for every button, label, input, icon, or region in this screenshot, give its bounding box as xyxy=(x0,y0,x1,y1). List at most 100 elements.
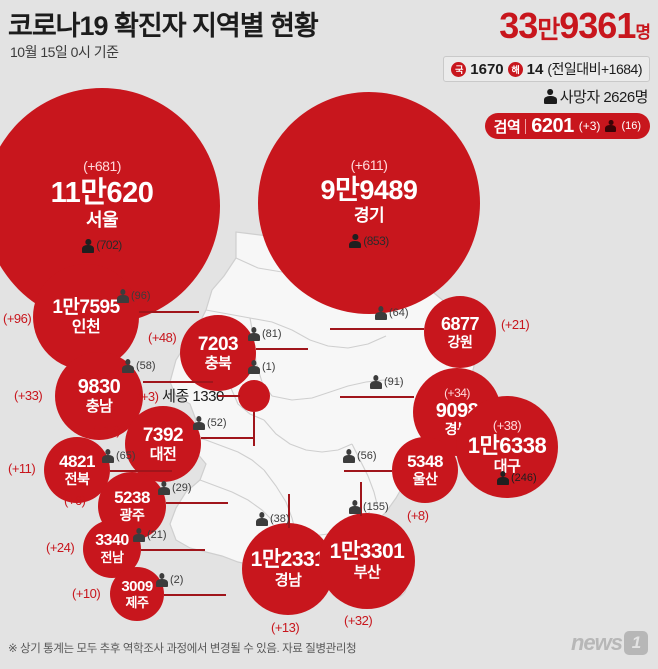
leader-line-gwangju xyxy=(166,502,228,504)
deaths-chungbuk-value: (81) xyxy=(262,328,282,340)
person-icon xyxy=(102,449,114,463)
bubble-gyeongnam-name: 경남 xyxy=(274,572,302,590)
deaths-gangwon-value: (64) xyxy=(389,307,409,319)
bubble-seoul-name: 서울 xyxy=(85,209,119,230)
deaths-gyeongbuk-value: (91) xyxy=(384,376,404,388)
bubble-gyeongnam-value: 1만2331 xyxy=(250,548,326,572)
delta-jeju: (+10) xyxy=(72,586,101,601)
bubble-gyeonggi-delta: (+611) xyxy=(350,156,388,173)
quarantine-badge: 검역 6201 (+3) (16) xyxy=(484,113,650,139)
bubble-ulsan[interactable]: 5348 울산 xyxy=(392,437,458,503)
delta-chungnam: (+33) xyxy=(14,388,43,403)
bubble-seoul-deaths: (702) xyxy=(96,238,122,253)
bubble-gwangju-value: 5238 xyxy=(114,488,150,508)
deaths-incheon-value: (96) xyxy=(131,290,151,302)
person-icon xyxy=(117,289,129,303)
bubble-gyeongnam[interactable]: 1만2331 경남 xyxy=(242,523,334,615)
bubble-seoul-deaths-row: (702) xyxy=(82,238,122,253)
deaths-jeonbuk: (65) xyxy=(102,449,136,463)
bubble-sejong[interactable] xyxy=(238,380,270,412)
label-sejong-text: 세종 1330 xyxy=(162,388,224,405)
deaths-jeonnam: (21) xyxy=(133,528,167,542)
bubble-seoul-value: 11만620 xyxy=(50,176,154,209)
bubble-daejeon[interactable]: 7392 대전 xyxy=(125,406,201,482)
delta-gwangju: (+6) xyxy=(64,493,86,508)
leader-line-chungnam xyxy=(143,381,213,383)
total-confirmed-unit: 명 xyxy=(635,23,651,42)
page-subtitle: 10월 15일 0시 기준 xyxy=(10,44,119,60)
person-icon xyxy=(256,512,268,526)
leader-line-ulsan xyxy=(344,470,392,472)
domestic-value: 1670 xyxy=(470,60,504,78)
delta-jeonnam: (+24) xyxy=(46,540,75,555)
person-icon xyxy=(158,481,170,495)
bubble-gyeonggi[interactable]: (+611) 9만9489 경기 (853) xyxy=(258,92,480,314)
quarantine-divider xyxy=(525,118,527,134)
bubble-gangwon-value: 6877 xyxy=(440,313,480,334)
deaths-daegu: (246) xyxy=(497,471,537,485)
total-confirmed-rest: 9361 xyxy=(559,5,636,46)
delta-chungbuk: (+48) xyxy=(148,330,177,345)
daily-compare-text: (전일대비+1684) xyxy=(547,61,642,77)
deaths-jeonnam-value: (21) xyxy=(147,529,167,541)
total-confirmed: 33 만 9361 명 xyxy=(499,5,651,51)
bubble-gangwon-name: 강원 xyxy=(447,333,473,350)
person-icon xyxy=(82,238,95,253)
deaths-daejeon-value: (52) xyxy=(207,417,227,429)
bubble-gangwon[interactable]: 6877 강원 xyxy=(424,296,496,368)
deaths-chungbuk: (81) xyxy=(248,327,282,341)
bubble-jeonbuk-value: 4821 xyxy=(59,452,95,472)
person-icon xyxy=(248,360,260,374)
label-sejong: (+3) 세종 1330 xyxy=(137,385,224,406)
deaths-daegu-value: (246) xyxy=(511,472,537,484)
person-icon xyxy=(343,449,355,463)
bubble-gyeonggi-deaths-row: (853) xyxy=(349,234,389,249)
bubble-chungbuk[interactable]: 7203 충북 xyxy=(180,315,256,391)
quarantine-label: 검역 xyxy=(493,118,521,136)
person-icon xyxy=(133,528,145,542)
bubble-chungbuk-name: 충북 xyxy=(204,354,232,372)
bubble-jeonnam-value: 3340 xyxy=(95,532,129,550)
leader-line-chungbuk xyxy=(256,348,308,350)
person-icon xyxy=(375,306,387,320)
deaths-gwangju: (29) xyxy=(158,481,192,495)
bubble-jeju-name: 제주 xyxy=(125,594,149,610)
bubble-busan-name: 부산 xyxy=(353,564,381,582)
total-deaths-row: 사망자 2626명 xyxy=(543,86,649,107)
person-icon xyxy=(497,471,509,485)
bubble-jeonnam-name: 전남 xyxy=(100,550,124,566)
bubble-ulsan-value: 5348 xyxy=(407,452,443,472)
leader-line-incheon xyxy=(139,311,199,313)
bubble-chungbuk-value: 7203 xyxy=(197,333,239,355)
leader-line-jeju xyxy=(164,594,226,596)
person-icon xyxy=(193,416,205,430)
quarantine-deaths: (16) xyxy=(621,120,641,132)
bubble-daegu-name: 대구 xyxy=(493,458,521,476)
person-icon xyxy=(248,327,260,341)
bubble-jeonnam[interactable]: 3340 전남 xyxy=(83,520,141,578)
deaths-gyeongnam-value: (38) xyxy=(270,513,290,525)
leader-line-jeonnam xyxy=(141,549,205,551)
bubble-jeju[interactable]: 3009 제주 xyxy=(110,567,164,621)
bubble-daegu[interactable]: (+38) 1만6338 대구 xyxy=(456,396,558,498)
bubble-jeju-value: 3009 xyxy=(121,577,153,595)
bubble-gyeonggi-name: 경기 xyxy=(353,206,385,226)
deaths-ulsan-value: (56) xyxy=(357,450,377,462)
total-deaths-text: 사망자 2626명 xyxy=(559,89,649,106)
deaths-chungnam: (58) xyxy=(122,359,156,373)
domestic-chip-icon: 국 xyxy=(451,61,467,77)
quarantine-value: 6201 xyxy=(531,114,574,137)
deaths-gangwon: (64) xyxy=(375,306,409,320)
bubble-incheon-name: 인천 xyxy=(71,318,101,336)
bubble-jeonbuk[interactable]: 4821 전북 xyxy=(44,437,110,503)
bubble-busan[interactable]: 1만3301 부산 xyxy=(319,513,415,609)
delta-gyeongnam: (+13) xyxy=(271,620,300,635)
bubble-chungnam-name: 충남 xyxy=(85,398,113,416)
person-icon xyxy=(543,89,557,104)
deaths-sejong: (1) xyxy=(248,360,275,374)
bubble-seoul-delta: (+681) xyxy=(83,158,121,175)
deaths-ulsan: (56) xyxy=(343,449,377,463)
bubble-incheon[interactable]: 1만7595 인천 xyxy=(33,264,139,370)
case-breakdown-box: 국 1670 해 14 (전일대비+1684) xyxy=(443,56,650,82)
quarantine-delta: (+3) xyxy=(578,119,601,133)
